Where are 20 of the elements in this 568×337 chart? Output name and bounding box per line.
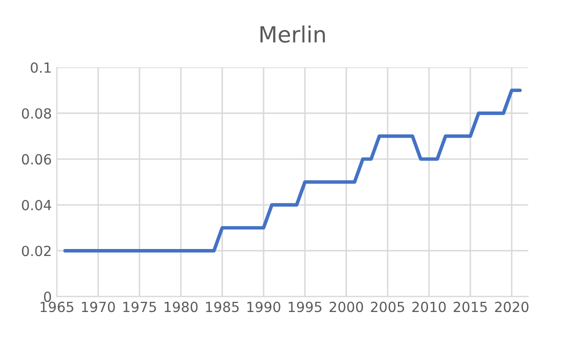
x-tick-label: 1985 — [206, 302, 239, 312]
y-tick-label: 0.06 — [22, 154, 52, 165]
y-tick-label: 0 — [44, 292, 52, 302]
y-tick-label: 0.1 — [30, 62, 51, 73]
x-tick-label: 1980 — [164, 302, 198, 312]
x-tick-label: 2005 — [370, 302, 404, 312]
x-tick-label: 1970 — [82, 302, 115, 312]
x-tick-label: 2010 — [412, 302, 446, 312]
x-tick-label: 2015 — [454, 302, 487, 312]
x-tick-label: 2000 — [330, 302, 364, 312]
y-tick-label: 0.08 — [22, 108, 51, 119]
x-tick-label: 2020 — [495, 302, 528, 312]
x-tick-label: 1995 — [288, 302, 322, 312]
x-tick-label: 1975 — [123, 302, 156, 312]
x-tick-label: 1990 — [247, 302, 280, 312]
chart-title: Merlin — [260, 26, 325, 43]
y-tick-label: 0.02 — [22, 246, 51, 256]
line-series — [63, 88, 522, 252]
y-tick-label: 0.04 — [22, 200, 52, 210]
x-tick-label: 1965 — [40, 302, 74, 312]
